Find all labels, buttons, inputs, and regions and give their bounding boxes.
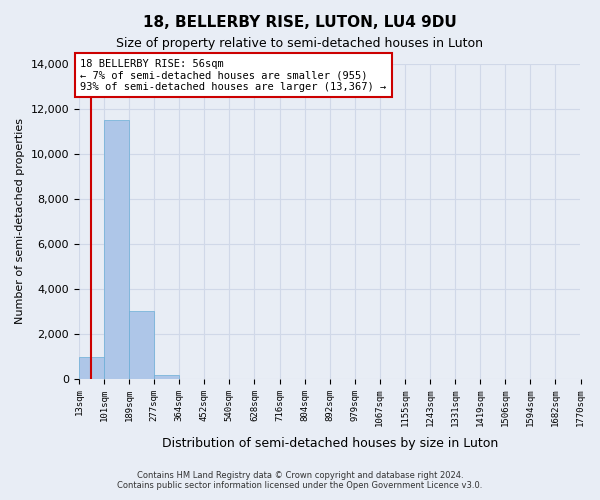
Text: 18, BELLERBY RISE, LUTON, LU4 9DU: 18, BELLERBY RISE, LUTON, LU4 9DU — [143, 15, 457, 30]
Text: Size of property relative to semi-detached houses in Luton: Size of property relative to semi-detach… — [116, 38, 484, 51]
Text: Contains HM Land Registry data © Crown copyright and database right 2024.
Contai: Contains HM Land Registry data © Crown c… — [118, 470, 482, 490]
Bar — [154, 375, 179, 378]
Bar — [79, 357, 104, 378]
Y-axis label: Number of semi-detached properties: Number of semi-detached properties — [15, 118, 25, 324]
Text: 18 BELLERBY RISE: 56sqm
← 7% of semi-detached houses are smaller (955)
93% of se: 18 BELLERBY RISE: 56sqm ← 7% of semi-det… — [80, 58, 386, 92]
Bar — [104, 120, 129, 378]
X-axis label: Distribution of semi-detached houses by size in Luton: Distribution of semi-detached houses by … — [161, 437, 498, 450]
Bar — [129, 311, 154, 378]
